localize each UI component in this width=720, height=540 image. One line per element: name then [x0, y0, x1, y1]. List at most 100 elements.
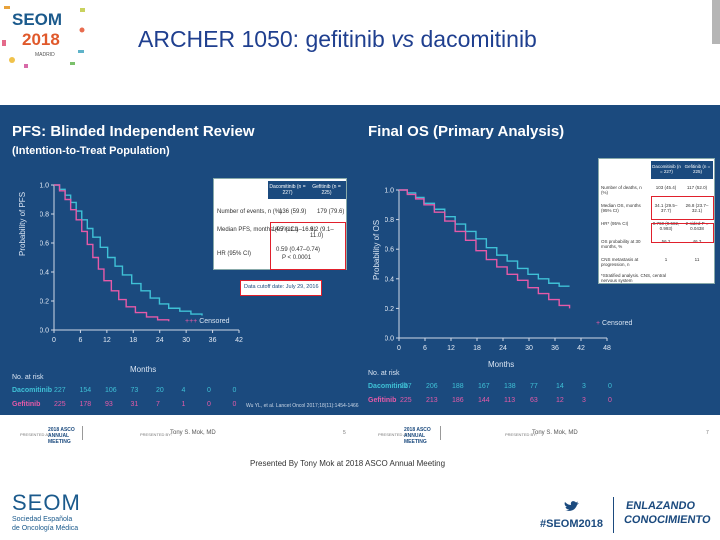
at-risk-count: 0	[608, 397, 612, 404]
slide-title: ARCHER 1050: gefitinib vs dacomitinib	[138, 26, 537, 52]
y-tick-label: 1.0	[385, 188, 394, 195]
y-tick-label: 0.6	[385, 247, 394, 254]
pfs-cutoff-box: Data cutoff date: July 29, 2016	[240, 280, 322, 296]
os-row-gef: 46.3	[692, 239, 702, 244]
pfs-at-risk-label: No. at risk	[12, 374, 44, 381]
at-risk-count: 106	[105, 387, 117, 394]
os-summary-table: Dacomitinib (n = 227) Gefitinib (n = 225…	[598, 158, 715, 284]
os-title: Final OS (Primary Analysis)	[368, 123, 565, 140]
os-row-label: Median OS, months (95% CI)	[601, 203, 641, 213]
y-tick-label: 0.8	[40, 212, 49, 219]
y-tick-label: 0.0	[385, 336, 394, 343]
pfs-title: PFS: Blinded Independent Review	[12, 123, 255, 140]
logo-year: 2018	[22, 30, 60, 49]
at-risk-count: 186	[452, 397, 464, 404]
os-km-plot: 1.0 0.8 0.6 0.4 0.2 0.00 6 12 18 24 30 36 42 48	[385, 188, 611, 351]
at-risk-count: 12	[556, 397, 564, 404]
pfs-table-header: Dacomitinib (n = 227) Gefitinib (n = 225…	[268, 181, 346, 199]
pfs-table-row: Number of events, n (%) 136 (59.9) 179 (…	[217, 209, 345, 215]
at-risk-count: 0	[232, 387, 237, 394]
os-row-gef: 11	[694, 257, 700, 262]
x-tick-label: 0	[397, 345, 401, 350]
footer-divider-right	[440, 426, 441, 440]
speaker-left: Tony S. Mok, MD	[170, 430, 216, 436]
at-risk-count: 188	[452, 383, 464, 390]
x-tick-label: 12	[103, 337, 111, 344]
corner-bar	[712, 0, 720, 44]
presented-at-right: PRESENTED AT:	[378, 432, 409, 437]
x-tick-label: 6	[423, 345, 427, 350]
at-risk-arm-name: Dacomitinib	[12, 387, 53, 394]
footer-divider-left	[82, 426, 83, 440]
at-risk-count: 20	[156, 387, 164, 394]
y-tick-label: 0.8	[385, 217, 394, 224]
at-risk-count: 93	[105, 401, 113, 408]
at-risk-count: 0	[232, 401, 237, 408]
x-tick-label: 30	[525, 345, 533, 350]
at-risk-count: 154	[79, 387, 92, 394]
footer-strip	[0, 415, 720, 455]
slogan-line2: CONOCIMIENTO	[623, 514, 712, 526]
at-risk-count: 206	[426, 383, 438, 390]
at-risk-count: 167	[478, 383, 490, 390]
os-row-label: OS probability at 30 months, %	[601, 239, 641, 249]
at-risk-arm-name: Gefitinib	[368, 397, 397, 404]
y-tick-label: 0.2	[40, 299, 49, 306]
seom-logo: SEOM	[12, 490, 81, 515]
pfs-ylabel: Probability of PFS	[18, 191, 27, 256]
y-tick-label: 0.4	[385, 276, 394, 283]
y-tick-label: 0.6	[40, 241, 49, 248]
at-risk-count: 144	[478, 397, 490, 404]
os-row-label: CNS metastasis at progression, n	[601, 257, 639, 267]
page-right: 7	[706, 430, 709, 436]
asco-logo-right: 2018 ASCO ANNUAL MEETING	[404, 427, 431, 445]
os-legend: + Censored	[596, 320, 633, 327]
x-tick-label: 24	[156, 337, 164, 344]
pfs-subtitle: (Intention-to-Treat Population)	[12, 145, 170, 157]
logo-confetti	[2, 6, 85, 68]
logo-word: SEOM	[12, 10, 63, 29]
y-tick-label: 1.0	[40, 183, 49, 190]
seom-sub1: Sociedad Española	[12, 516, 73, 523]
os-row-gef: 117 (52.0)	[686, 185, 708, 190]
at-risk-count: 3	[582, 397, 586, 404]
at-risk-count: 1	[181, 401, 186, 408]
x-tick-label: 36	[551, 345, 559, 350]
gefitinib-curve	[399, 189, 571, 309]
at-risk-count: 138	[504, 383, 516, 390]
os-ylabel: Probability of OS	[372, 219, 381, 280]
os-row-label: Number of deaths, n (%)	[601, 185, 642, 195]
os-row-dac: 1	[664, 257, 668, 262]
presented-by-caption: Presented By Tony Mok at 2018 ASCO Annua…	[250, 459, 446, 468]
at-risk-count: 0	[207, 387, 211, 394]
hashtag[interactable]: #SEOM2018	[540, 518, 603, 530]
presented-at-left: PRESENTED AT:	[20, 432, 51, 437]
pfs-highlight	[270, 222, 346, 270]
at-risk-arm-name: Dacomitinib	[368, 383, 409, 390]
at-risk-count: 7	[156, 401, 160, 408]
x-tick-label: 0	[52, 337, 56, 344]
at-risk-count: 14	[556, 383, 564, 390]
slogan-line1: ENLAZANDO	[625, 500, 696, 512]
at-risk-count: 4	[181, 387, 186, 394]
at-risk-count: 73	[130, 387, 139, 394]
asco-logo-left: 2018 ASCO ANNUAL MEETING	[48, 427, 75, 445]
os-row-dac: 103 (45.4)	[655, 185, 677, 190]
pfs-table-row: Median PFS, months (95% CI)	[217, 227, 299, 233]
x-tick-label: 30	[182, 337, 190, 344]
at-risk-count: 0	[207, 401, 211, 408]
x-tick-label: 48	[603, 345, 611, 350]
at-risk-count: 0	[608, 383, 612, 390]
at-risk-count: 227	[54, 387, 66, 394]
os-xlabel: Months	[488, 360, 515, 369]
y-tick-label: 0.4	[40, 270, 49, 277]
at-risk-count: 213	[426, 397, 438, 404]
at-risk-count: 225	[54, 401, 66, 408]
twitter-icon	[564, 501, 579, 511]
at-risk-count: 63	[530, 397, 538, 404]
os-table-row: OS probability at 30 months, % 56.2 46.3	[601, 239, 713, 255]
pfs-p-value: P < 0.0001	[282, 255, 312, 261]
gefitinib-curve	[54, 184, 170, 322]
x-tick-label: 12	[447, 345, 455, 350]
x-tick-label: 18	[473, 345, 481, 350]
